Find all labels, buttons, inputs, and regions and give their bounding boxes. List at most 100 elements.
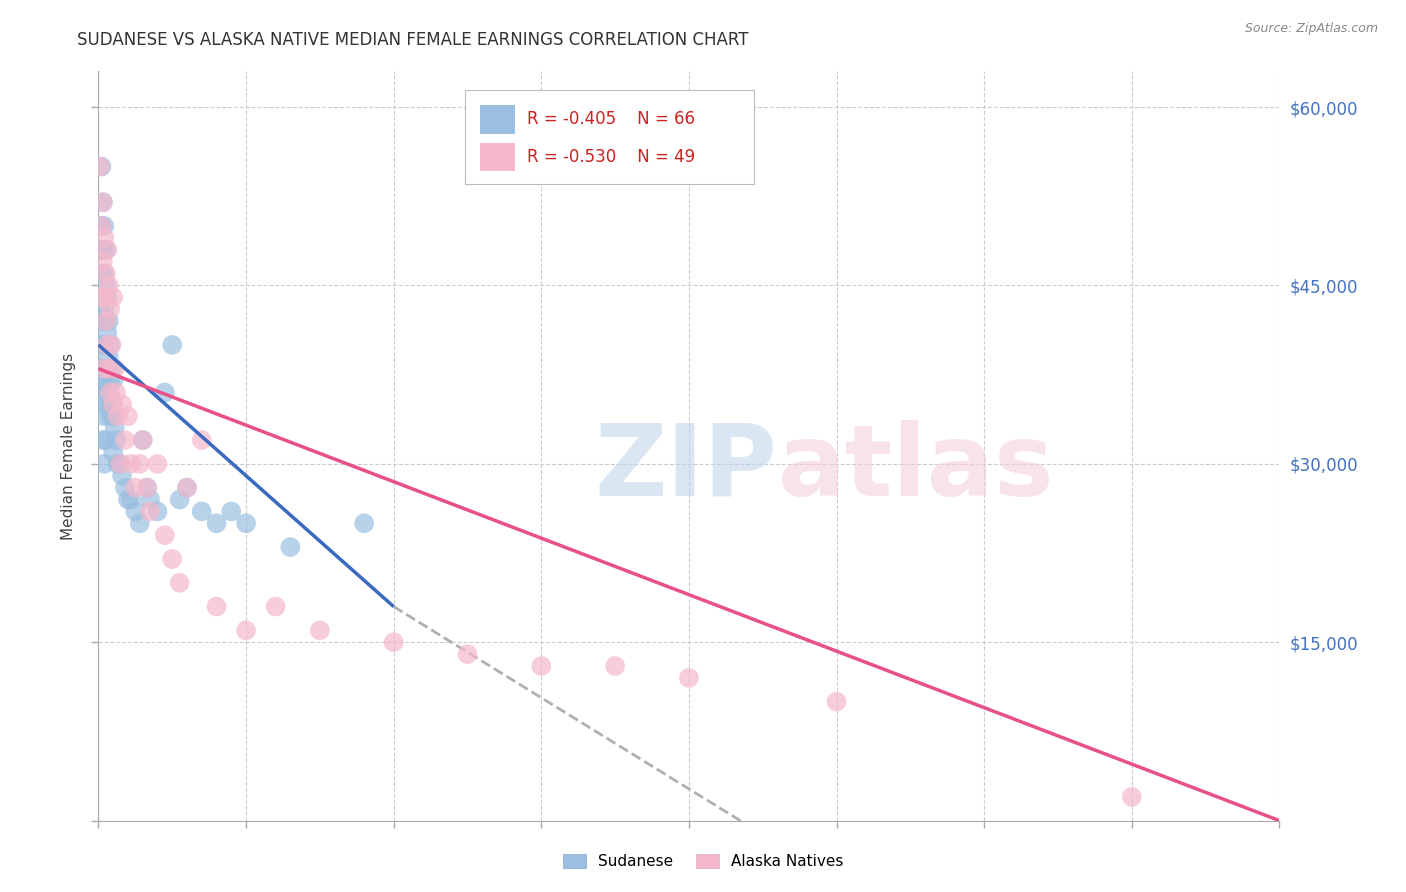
Point <box>91 290 114 304</box>
Text: R = -0.530    N = 49: R = -0.530 N = 49 <box>527 148 695 166</box>
FancyBboxPatch shape <box>479 143 516 171</box>
Point <box>94 267 117 281</box>
Point <box>96 326 118 340</box>
Point <box>93 361 115 376</box>
Point <box>90 219 112 233</box>
Point <box>90 374 112 388</box>
Point <box>111 397 134 411</box>
Point <box>94 314 117 328</box>
Point <box>89 160 111 174</box>
Point <box>97 361 120 376</box>
Point <box>205 599 228 614</box>
Point <box>162 338 183 352</box>
Point <box>136 481 159 495</box>
Point <box>124 504 146 518</box>
Point <box>93 302 115 317</box>
Point <box>169 492 191 507</box>
Point <box>128 516 150 531</box>
Point <box>93 338 115 352</box>
Point <box>98 374 121 388</box>
Point <box>205 516 228 531</box>
Point <box>382 635 405 649</box>
Point <box>139 492 162 507</box>
Point <box>98 385 121 400</box>
Point <box>100 361 122 376</box>
Point <box>605 659 627 673</box>
Point <box>90 219 112 233</box>
Text: SUDANESE VS ALASKA NATIVE MEDIAN FEMALE EARNINGS CORRELATION CHART: SUDANESE VS ALASKA NATIVE MEDIAN FEMALE … <box>77 31 749 49</box>
Point <box>93 409 115 424</box>
Point <box>93 231 115 245</box>
Point <box>530 659 553 673</box>
Point <box>1121 789 1143 804</box>
Point <box>89 302 111 317</box>
Point <box>93 290 115 304</box>
Point <box>93 219 115 233</box>
Point <box>96 338 118 352</box>
Point <box>110 457 132 471</box>
Point <box>90 314 112 328</box>
Text: atlas: atlas <box>778 420 1054 517</box>
Point <box>103 445 125 459</box>
Point <box>110 457 132 471</box>
Point <box>162 552 183 566</box>
Point <box>89 361 111 376</box>
Point <box>176 481 198 495</box>
Point <box>111 468 134 483</box>
Point <box>96 290 118 304</box>
Point <box>98 302 121 317</box>
Text: Source: ZipAtlas.com: Source: ZipAtlas.com <box>1244 22 1378 36</box>
Point <box>128 457 150 471</box>
Point <box>96 397 118 411</box>
Point <box>146 457 169 471</box>
Point <box>97 314 120 328</box>
Y-axis label: Median Female Earnings: Median Female Earnings <box>60 352 76 540</box>
Point <box>103 374 125 388</box>
Point <box>103 409 125 424</box>
Point <box>153 528 176 542</box>
Point <box>114 481 136 495</box>
Point <box>97 350 120 364</box>
Point <box>107 457 129 471</box>
Point <box>90 290 112 304</box>
Point <box>104 421 127 435</box>
Point <box>132 433 155 447</box>
Point <box>264 599 287 614</box>
Point <box>94 314 117 328</box>
Point <box>93 374 115 388</box>
Point <box>104 361 127 376</box>
Legend: Sudanese, Alaska Natives: Sudanese, Alaska Natives <box>557 848 849 875</box>
Point <box>825 695 848 709</box>
Point <box>91 243 114 257</box>
Text: R = -0.405    N = 66: R = -0.405 N = 66 <box>527 111 695 128</box>
Point <box>678 671 700 685</box>
Point <box>169 575 191 590</box>
Point <box>136 481 159 495</box>
Point <box>91 385 114 400</box>
Point <box>280 540 302 554</box>
Point <box>91 195 114 210</box>
Point <box>124 481 146 495</box>
Point <box>90 267 112 281</box>
Point <box>90 160 112 174</box>
Point <box>103 397 125 411</box>
Point <box>105 385 128 400</box>
Point <box>96 243 118 257</box>
Point <box>91 433 114 447</box>
Point <box>120 492 142 507</box>
Point <box>97 278 120 293</box>
Point <box>191 504 214 518</box>
Point <box>91 195 114 210</box>
Point <box>91 338 114 352</box>
Point <box>139 504 162 518</box>
Point <box>100 397 122 411</box>
Point <box>117 492 139 507</box>
Text: ZIP: ZIP <box>595 420 778 517</box>
Point <box>309 624 332 638</box>
Point <box>94 243 117 257</box>
FancyBboxPatch shape <box>479 105 516 134</box>
Point <box>103 290 125 304</box>
Point <box>117 409 139 424</box>
Point <box>105 433 128 447</box>
Point <box>153 385 176 400</box>
